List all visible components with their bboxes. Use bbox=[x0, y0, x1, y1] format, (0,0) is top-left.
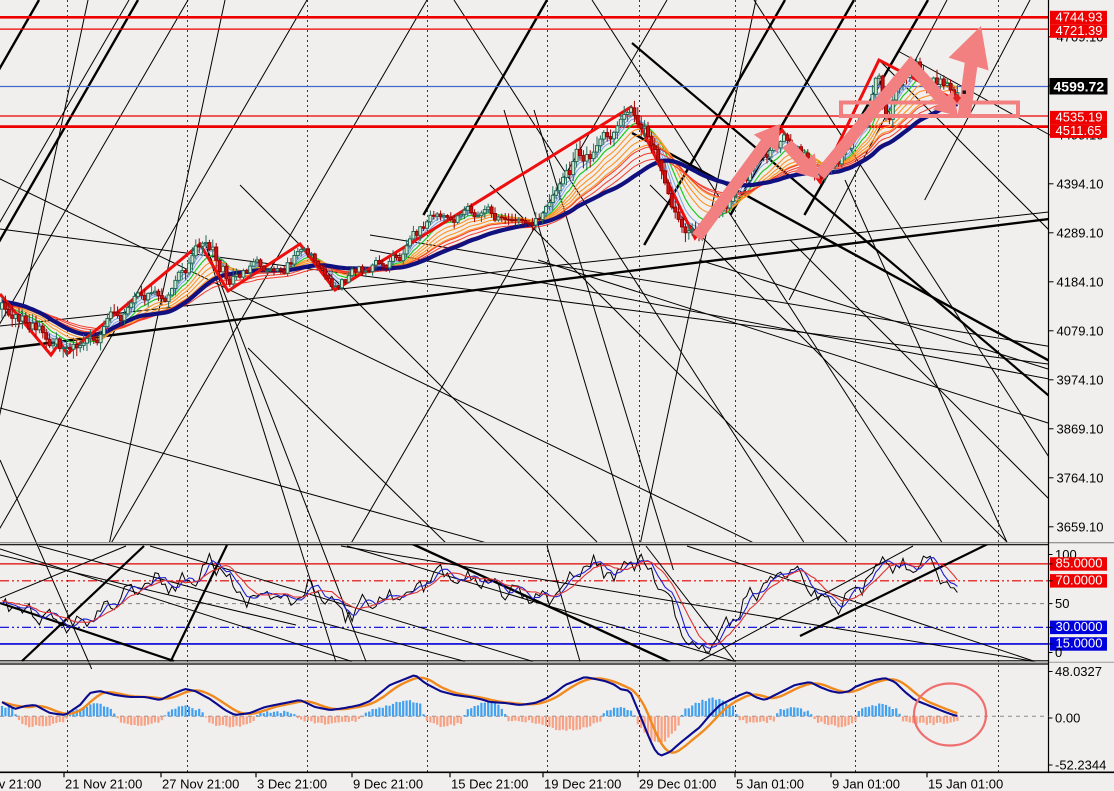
svg-text:4721.39: 4721.39 bbox=[1056, 23, 1103, 38]
svg-text:15 Jan 01:00: 15 Jan 01:00 bbox=[928, 777, 1003, 791]
svg-text:3869.10: 3869.10 bbox=[1057, 422, 1104, 437]
svg-text:4289.10: 4289.10 bbox=[1057, 226, 1104, 241]
svg-text:27 Nov 21:00: 27 Nov 21:00 bbox=[162, 777, 239, 791]
svg-text:4394.10: 4394.10 bbox=[1057, 177, 1104, 192]
svg-text:3764.10: 3764.10 bbox=[1057, 471, 1104, 486]
svg-text:3659.10: 3659.10 bbox=[1057, 520, 1104, 535]
svg-text:0: 0 bbox=[1055, 645, 1062, 660]
svg-text:21 Nov 21:00: 21 Nov 21:00 bbox=[65, 777, 142, 791]
svg-text:4511.65: 4511.65 bbox=[1056, 123, 1102, 138]
svg-text:85.0000: 85.0000 bbox=[1056, 556, 1103, 571]
svg-text:5 Jan 01:00: 5 Jan 01:00 bbox=[736, 777, 804, 791]
svg-text:9 Dec 21:00: 9 Dec 21:00 bbox=[353, 777, 423, 791]
svg-text:9 Jan 01:00: 9 Jan 01:00 bbox=[832, 777, 900, 791]
svg-text:4744.93: 4744.93 bbox=[1056, 9, 1103, 24]
svg-text:4079.10: 4079.10 bbox=[1057, 324, 1104, 339]
svg-text:0.00: 0.00 bbox=[1055, 711, 1080, 726]
svg-text:4184.10: 4184.10 bbox=[1057, 275, 1104, 290]
svg-text:48.0327: 48.0327 bbox=[1055, 664, 1102, 679]
svg-text:70.0000: 70.0000 bbox=[1056, 573, 1103, 588]
svg-text:3974.10: 3974.10 bbox=[1057, 373, 1104, 388]
svg-text:-52.2344: -52.2344 bbox=[1055, 758, 1106, 773]
svg-text:4599.72: 4599.72 bbox=[1054, 79, 1105, 95]
svg-text:29 Dec 01:00: 29 Dec 01:00 bbox=[639, 777, 716, 791]
svg-text:4535.19: 4535.19 bbox=[1056, 109, 1103, 124]
svg-text:19 Dec 21:00: 19 Dec 21:00 bbox=[544, 777, 621, 791]
svg-text:50: 50 bbox=[1055, 596, 1069, 611]
svg-text:15 Dec 21:00: 15 Dec 21:00 bbox=[451, 777, 528, 791]
svg-text:30.0000: 30.0000 bbox=[1056, 619, 1103, 634]
svg-text:15.0000: 15.0000 bbox=[1056, 636, 1103, 651]
svg-text:3 Dec 21:00: 3 Dec 21:00 bbox=[257, 777, 327, 791]
svg-text:15 Nov 21:00: 15 Nov 21:00 bbox=[0, 777, 41, 791]
